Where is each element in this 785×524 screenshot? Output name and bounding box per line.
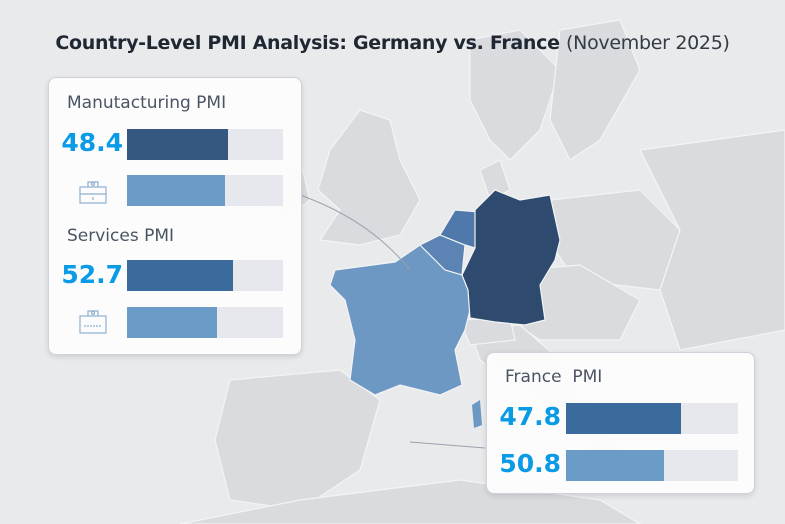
factory-icon [79, 181, 107, 204]
france-bar-2 [566, 450, 738, 481]
france-bar-1-fill [566, 403, 682, 434]
france-label: France PMI [505, 367, 603, 387]
services-value: 52.7 [61, 260, 123, 289]
services-secondary-bar-fill [127, 307, 218, 338]
scandinavia-shape [469, 29, 561, 161]
eastern-europe-shape [639, 129, 785, 351]
manufacturing-secondary-bar-fill [127, 175, 226, 206]
sweden-shape [549, 19, 641, 161]
services-label: Services PMI [67, 226, 175, 246]
france-value-1: 47.8 [499, 402, 561, 431]
title-main: Country-Level PMI Analysis: Germany vs. … [55, 32, 560, 54]
shopping-bag-icon [79, 310, 107, 334]
services-bar-fill [127, 260, 234, 291]
connector-line [299, 194, 411, 271]
great-britain-shape [317, 109, 421, 246]
germany-shape [461, 189, 561, 326]
services-bar [127, 260, 283, 291]
manufacturing-bar-fill [127, 129, 229, 160]
corsica-shape [472, 400, 482, 428]
services-secondary-bar [127, 307, 283, 338]
france-value-2: 50.8 [499, 449, 561, 478]
manufacturing-bar [127, 129, 283, 160]
page-title: Country-Level PMI Analysis: Germany vs. … [0, 32, 785, 54]
france-bar-2-fill [566, 450, 665, 481]
title-date: (November 2025) [566, 32, 730, 54]
denmark-shape [479, 159, 511, 201]
connector-line [409, 441, 486, 449]
belgium-shape [418, 234, 466, 276]
manufacturing-secondary-bar [127, 175, 283, 206]
france-pmi-panel: France PMI 47.8 50.8 [486, 352, 755, 494]
manufacturing-label: Manutacturing PMI [67, 93, 227, 113]
iberia-shape [214, 369, 381, 511]
france-bar-1 [566, 403, 738, 434]
germany-pmi-panel: Manutacturing PMI 48.4 Services PMI 52.7 [48, 77, 302, 355]
manufacturing-value: 48.4 [61, 128, 123, 157]
